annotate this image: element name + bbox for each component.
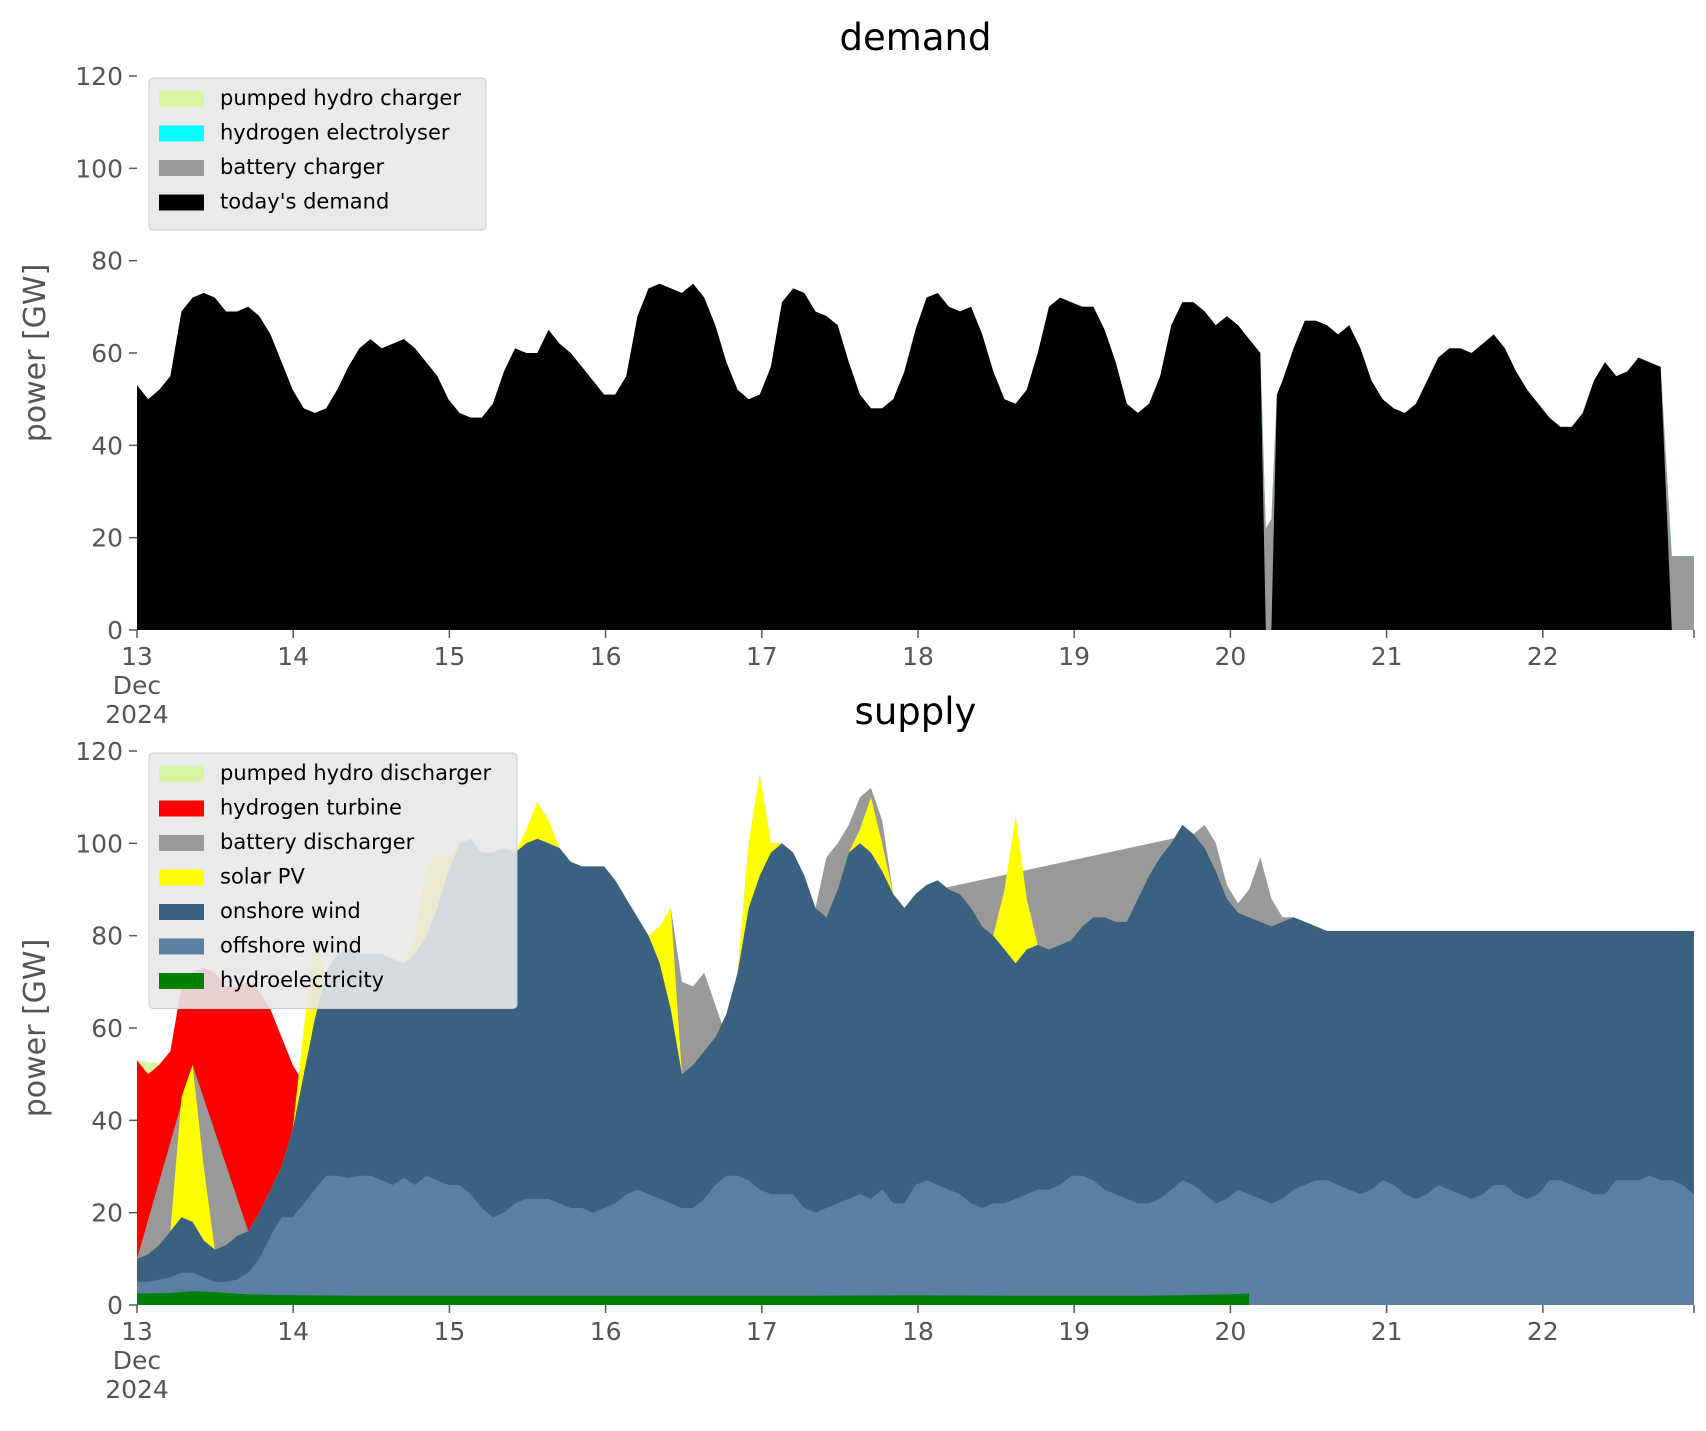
legend-label: pumped hydro charger bbox=[220, 86, 461, 110]
legend: pumped hydro charger hydrogen electrolyse… bbox=[148, 77, 487, 231]
x-tick-label: 22 bbox=[1527, 642, 1559, 671]
x-tick-label: 17 bbox=[746, 642, 778, 671]
y-tick-label: 20 bbox=[91, 1199, 123, 1228]
legend-label: hydrogen turbine bbox=[220, 796, 402, 820]
y-axis-label: power [GW] bbox=[18, 939, 53, 1118]
legend-label: offshore wind bbox=[220, 934, 362, 958]
x-tick-label: 13 bbox=[121, 1317, 153, 1346]
x-tick-label: 14 bbox=[277, 642, 309, 671]
legend-label: battery charger bbox=[220, 155, 385, 179]
y-tick-label: 0 bbox=[107, 1291, 123, 1320]
y-tick-label: 0 bbox=[107, 616, 123, 645]
x-tick-label: 15 bbox=[433, 642, 465, 671]
legend-swatch bbox=[159, 800, 204, 817]
x-tick-label: 16 bbox=[590, 1317, 622, 1346]
x-tick-label: 22 bbox=[1527, 1317, 1559, 1346]
plot-area bbox=[137, 283, 1694, 630]
legend-box bbox=[148, 77, 487, 231]
y-tick-label: 100 bbox=[75, 154, 123, 183]
legend-swatch bbox=[159, 973, 204, 989]
legend-swatch bbox=[159, 835, 204, 851]
legend-swatch bbox=[159, 194, 204, 211]
x-tick-label: 2024 bbox=[105, 700, 169, 729]
x-tick-label: 18 bbox=[902, 642, 934, 671]
legend-swatch bbox=[159, 904, 204, 920]
legend-swatch bbox=[159, 125, 204, 142]
x-tick-label: 19 bbox=[1058, 642, 1090, 671]
legend-label: hydrogen electrolyser bbox=[220, 121, 450, 145]
area-today-s-demand bbox=[137, 283, 1694, 630]
x-tick-label: 20 bbox=[1214, 642, 1246, 671]
x-tick-label: 20 bbox=[1214, 1317, 1246, 1346]
y-axis-label: power [GW] bbox=[18, 264, 53, 443]
x-tick-label: Dec bbox=[113, 1346, 161, 1375]
legend-label: pumped hydro discharger bbox=[220, 761, 491, 785]
legend: pumped hydro discharger hydrogen turbine b… bbox=[148, 752, 518, 1009]
y-tick-label: 20 bbox=[91, 524, 123, 553]
y-tick-label: 80 bbox=[91, 922, 123, 951]
x-tick-label: 21 bbox=[1371, 642, 1403, 671]
x-tick-label: 16 bbox=[590, 642, 622, 671]
legend-swatch bbox=[159, 869, 204, 886]
legend-label: onshore wind bbox=[220, 899, 361, 923]
x-tick-label: 17 bbox=[746, 1317, 778, 1346]
legend-box bbox=[148, 752, 518, 1009]
x-tick-label: 21 bbox=[1371, 1317, 1403, 1346]
legend-swatch bbox=[159, 160, 204, 176]
plot-area bbox=[137, 774, 1694, 1305]
chart-title: supply bbox=[855, 690, 977, 733]
area-hydroelectricity bbox=[137, 1291, 1250, 1305]
y-tick-label: 60 bbox=[91, 1014, 123, 1043]
x-tick-label: Dec bbox=[113, 671, 161, 700]
y-tick-label: 120 bbox=[75, 737, 123, 766]
legend-swatch bbox=[159, 91, 204, 107]
x-tick-label: 19 bbox=[1058, 1317, 1090, 1346]
legend-label: solar PV bbox=[220, 865, 305, 889]
y-tick-label: 40 bbox=[91, 431, 123, 460]
y-tick-label: 40 bbox=[91, 1106, 123, 1135]
x-tick-label: 18 bbox=[902, 1317, 934, 1346]
x-tick-label: 14 bbox=[277, 1317, 309, 1346]
y-tick-label: 100 bbox=[75, 829, 123, 858]
legend-label: today's demand bbox=[220, 190, 389, 214]
chart-title: demand bbox=[840, 16, 992, 59]
y-tick-label: 120 bbox=[75, 62, 123, 91]
legend-swatch bbox=[159, 766, 204, 782]
area-offshore-wind bbox=[137, 1175, 1694, 1305]
x-tick-label: 13 bbox=[121, 642, 153, 671]
y-tick-label: 60 bbox=[91, 339, 123, 368]
legend-label: battery discharger bbox=[220, 830, 415, 854]
legend-swatch bbox=[159, 938, 204, 955]
y-tick-label: 80 bbox=[91, 247, 123, 276]
x-tick-label: 2024 bbox=[105, 1375, 169, 1404]
area-onshore-wind bbox=[137, 824, 1694, 1305]
x-tick-label: 15 bbox=[433, 1317, 465, 1346]
legend-label: hydroelectricity bbox=[220, 968, 384, 992]
